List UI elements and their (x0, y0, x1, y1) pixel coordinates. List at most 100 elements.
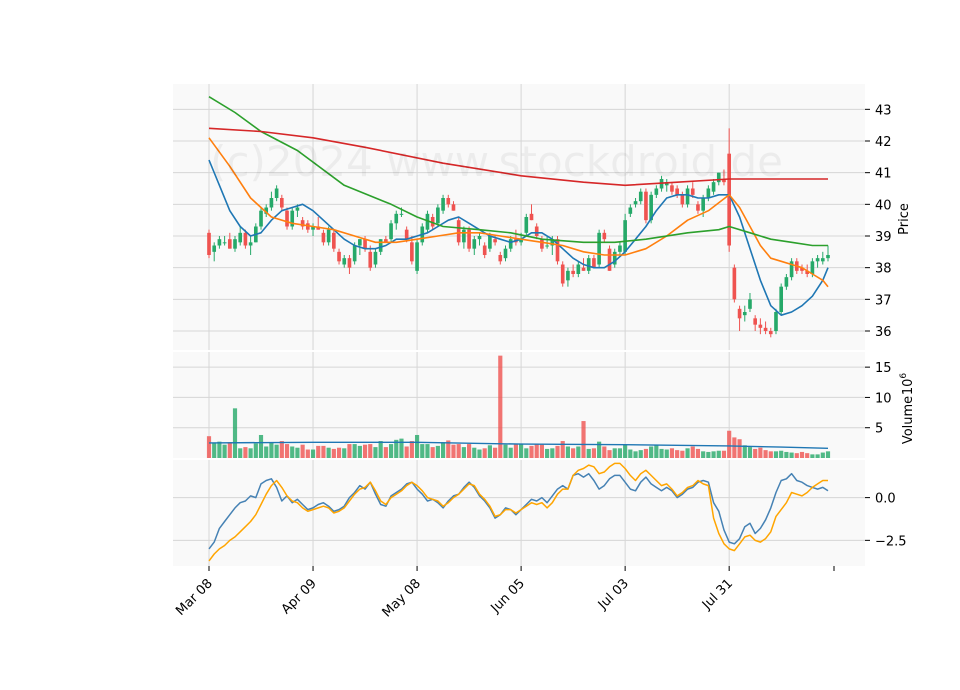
volume-bar (727, 430, 732, 458)
candle-body (716, 172, 721, 183)
volume-bar (222, 444, 227, 458)
candle-body (274, 188, 279, 198)
candle-body (482, 245, 487, 255)
candle-body (373, 251, 378, 265)
candle-body (649, 194, 653, 221)
volume-bar (493, 447, 498, 458)
candle-body (826, 255, 830, 259)
volume-bar (336, 447, 342, 458)
volume-bar (612, 448, 617, 458)
volume-bar (362, 444, 368, 458)
candle-body (597, 232, 601, 265)
volume-bar (763, 450, 768, 458)
volume-bar (550, 448, 555, 458)
volume-bar (414, 434, 420, 458)
price-tick-label: 37 (875, 293, 892, 308)
volume-bar (373, 447, 378, 458)
candle-body (368, 251, 373, 268)
volume-bar (425, 444, 430, 458)
volume-bar (565, 446, 570, 458)
candle-body (264, 207, 269, 214)
volume-bar (789, 452, 794, 458)
volume-bar (664, 449, 669, 458)
price-tick-label: 40 (875, 198, 892, 213)
candle-body (394, 213, 399, 224)
price-tick-label: 43 (875, 103, 892, 118)
volume-bar (357, 445, 362, 458)
candle-body (560, 264, 565, 284)
candle-body (217, 239, 222, 246)
volume-bar (446, 440, 451, 458)
volume-bar (545, 448, 550, 458)
candle-body (628, 207, 633, 214)
candle-body (784, 277, 789, 287)
price-tick-label: 39 (875, 230, 892, 245)
candle-body (503, 248, 508, 259)
candle-body (737, 308, 742, 319)
volume-bar (591, 448, 597, 458)
volume-bar (706, 451, 711, 458)
candle-body (477, 236, 482, 240)
volume-bar (456, 444, 461, 458)
candle-body (800, 267, 804, 271)
candle-body (571, 270, 575, 274)
volume-bar (685, 448, 690, 458)
candle-body (664, 182, 669, 186)
candle-body (425, 213, 430, 230)
volume-bar (342, 448, 347, 458)
candle-body (269, 198, 274, 208)
volume-bar (539, 444, 544, 458)
moving-average-line (208, 96, 828, 247)
signal-line (208, 462, 828, 562)
candle-body (446, 198, 451, 205)
volume-bar (238, 448, 243, 458)
volume-bar (305, 449, 310, 458)
candle-body (384, 239, 388, 243)
volume-bar (253, 443, 258, 458)
candle-body (436, 207, 440, 224)
volume-bar (820, 452, 825, 458)
candle-body (633, 201, 638, 205)
candle-body (576, 264, 581, 274)
volume-bar (571, 448, 576, 458)
candle-body (222, 242, 227, 244)
candle-body (451, 204, 456, 211)
candle-body (748, 299, 752, 309)
volume-bar (388, 444, 394, 458)
candle-body (233, 239, 237, 249)
volume-bar (206, 436, 212, 458)
candle-body (493, 239, 497, 243)
volume-bar (404, 446, 409, 458)
candle-body (212, 245, 217, 252)
candle-body (810, 261, 815, 274)
candle-body (472, 239, 477, 249)
volume-bar (659, 448, 664, 458)
volume-bar (747, 447, 753, 458)
x-tick-label: Jun 05 (488, 576, 528, 616)
candle-body (488, 236, 492, 249)
x-tick-label: Mar 08 (173, 576, 216, 619)
volume-bar (623, 444, 628, 458)
volume-bar (654, 445, 659, 458)
volume-bar (378, 441, 383, 458)
candle-body (352, 245, 357, 262)
candle-body (326, 229, 331, 243)
candle-body (592, 258, 596, 268)
volume-tick-label: 10 (875, 391, 892, 406)
candle-body (722, 179, 726, 183)
candle-body (498, 255, 503, 262)
candle-body (680, 194, 685, 205)
candle-body (456, 220, 461, 243)
candle-body (540, 239, 544, 249)
volume-bar (347, 444, 352, 458)
candle-body (248, 242, 253, 246)
volume-bar (269, 442, 274, 458)
macd-panel-background (173, 460, 865, 566)
volume-bar (383, 447, 388, 458)
candle-body (404, 229, 409, 240)
candle-body (280, 198, 284, 208)
volume-bar (581, 421, 586, 458)
candle-body (441, 198, 445, 211)
candle-body (467, 229, 471, 249)
volume-bar (519, 443, 524, 458)
